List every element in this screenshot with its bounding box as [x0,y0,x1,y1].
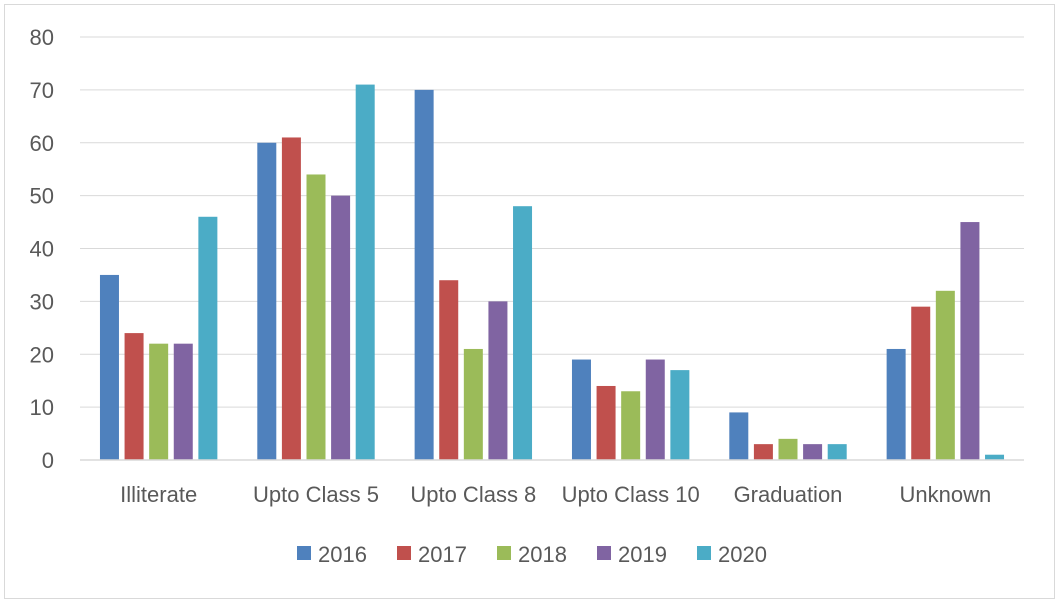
bar-2020-graduation [827,444,847,460]
bar-2020-unknown [985,454,1005,460]
bar-2016-graduation [729,412,749,460]
bar-2020-upto-class-8 [513,206,533,460]
bar-2017-graduation [753,444,773,460]
legend-item-2018: 2018 [497,542,567,567]
legend-item-2017: 2017 [397,542,467,567]
x-category-label: Graduation [734,482,843,507]
legend-label: 2019 [618,542,667,567]
bar-2018-upto-class-5 [306,174,326,460]
bar-2017-unknown [911,306,931,460]
y-tick-label: 80 [30,25,54,50]
y-axis-tick-labels: 0 10 20 30 40 50 60 70 80 [30,25,54,473]
x-category-label: Upto Class 8 [410,482,536,507]
legend-label: 2020 [718,542,767,567]
bar-2018-unknown [935,290,955,460]
legend-label: 2016 [318,542,367,567]
y-tick-label: 70 [30,78,54,103]
x-category-label: Unknown [899,482,991,507]
bar-2019-upto-class-10 [645,359,665,460]
legend-swatch [497,546,511,560]
bar-2016-unknown [886,348,906,460]
legend-label: 2017 [418,542,467,567]
y-tick-label: 30 [30,289,54,314]
x-axis-category-labels: Illiterate Upto Class 5 Upto Class 8 Upto C… [120,482,991,507]
legend-swatch [597,546,611,560]
bar-2020-illiterate [198,216,218,460]
bar-2019-upto-class-5 [331,195,351,460]
bar-2018-upto-class-8 [463,348,483,460]
y-tick-label: 60 [30,131,54,156]
y-tick-label: 20 [30,342,54,367]
bar-2019-unknown [960,222,980,460]
legend-item-2020: 2020 [697,542,767,567]
gridlines [80,36,1024,408]
bar-2018-graduation [778,438,798,460]
x-category-label: Upto Class 5 [253,482,379,507]
bar-2016-upto-class-10 [571,359,591,460]
bars [99,84,1005,461]
bar-2018-upto-class-10 [621,391,641,460]
bar-2018-illiterate [149,343,169,460]
bar-2017-upto-class-10 [596,385,616,460]
legend-item-2016: 2016 [297,542,367,567]
y-tick-label: 0 [42,448,54,473]
bar-2017-upto-class-5 [281,137,301,460]
bar-2017-illiterate [124,333,144,460]
bar-2019-upto-class-8 [488,301,508,460]
legend-swatch [297,546,311,560]
legend-item-2019: 2019 [597,542,667,567]
bar-2020-upto-class-5 [355,84,375,461]
legend-swatch [397,546,411,560]
bar-2020-upto-class-10 [670,370,690,460]
bar-2017-upto-class-8 [439,280,459,460]
x-category-label: Upto Class 10 [562,482,700,507]
legend-label: 2018 [518,542,567,567]
y-tick-label: 10 [30,395,54,420]
legend-swatch [697,546,711,560]
y-tick-label: 50 [30,184,54,209]
legend: 2016 2017 2018 2019 2020 [297,542,767,567]
bar-2019-illiterate [173,343,193,460]
bar-2016-upto-class-5 [257,142,277,460]
y-tick-label: 40 [30,237,54,262]
x-category-label: Illiterate [120,482,197,507]
bar-2016-upto-class-8 [414,89,434,460]
bar-2016-illiterate [99,274,119,460]
bar-2019-graduation [803,444,823,460]
